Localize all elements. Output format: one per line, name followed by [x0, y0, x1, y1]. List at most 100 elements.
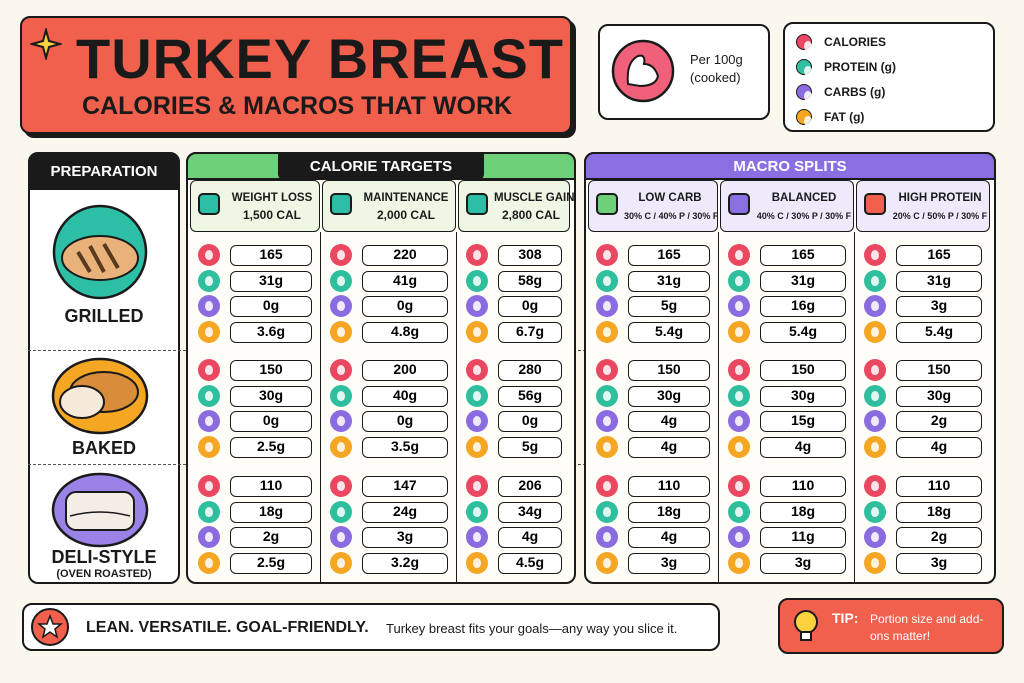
metric-icon: [596, 295, 618, 317]
metric-icon: [596, 320, 618, 343]
metric-value: 0g: [230, 296, 312, 317]
metric-icon: [864, 526, 886, 548]
metric-icon: [198, 295, 220, 317]
metric-value: 18g: [760, 501, 846, 523]
footer-text: Turkey breast fits your goals—any way yo…: [386, 621, 678, 636]
metric-icon: [596, 551, 618, 574]
preparation-header-bg: [28, 152, 180, 190]
metric-icon: [864, 551, 886, 574]
footer-slogan: LEAN. VERSATILE. GOAL-FRIENDLY.: [86, 619, 369, 636]
metric-value: 0g: [498, 296, 562, 317]
metric-icon: [728, 359, 750, 381]
preparation-label: GRILLED: [64, 306, 144, 326]
legend-swatch: [796, 84, 812, 101]
baked-image: [51, 357, 149, 435]
column-name: BALANCED: [771, 192, 837, 204]
metric-value: 5.4g: [760, 321, 846, 343]
bulb-icon: [794, 610, 818, 641]
metric-value: 4g: [498, 527, 562, 548]
column-detail: 1,500 CAL: [242, 208, 302, 222]
metric-value: 31g: [896, 270, 982, 292]
metric-icon: [728, 320, 750, 343]
tip-text: Portion size and add-ons matter!: [870, 612, 984, 643]
metric-icon: [466, 244, 488, 266]
metric-value: 2g: [896, 527, 982, 548]
metric-icon: [596, 269, 618, 292]
metric-value: 4.8g: [362, 321, 448, 343]
column-name: MAINTENANCE: [363, 192, 449, 204]
metric-value: 4g: [628, 436, 710, 458]
metric-icon: [864, 410, 886, 432]
group-title: MACRO SPLITS: [733, 158, 847, 175]
metric-icon: [198, 359, 220, 381]
metric-value: 4g: [628, 527, 710, 548]
metric-value: 4.5g: [498, 552, 562, 574]
metric-value: 0g: [362, 411, 448, 432]
legend-swatch: [796, 34, 812, 51]
metric-value: 4g: [896, 436, 982, 458]
metric-value: 150: [896, 360, 982, 381]
legend-label: FAT (g): [824, 110, 865, 124]
metric-icon: [596, 435, 618, 458]
metric-value: 165: [628, 245, 710, 266]
metric-icon: [198, 551, 220, 574]
metric-value: 30g: [628, 385, 710, 407]
metric-icon: [198, 244, 220, 266]
metric-value: 2g: [230, 527, 312, 548]
metric-value: 18g: [628, 501, 710, 523]
metric-icon: [596, 500, 618, 523]
metric-icon: [864, 320, 886, 343]
metric-icon: [864, 359, 886, 381]
metric-value: 41g: [362, 270, 448, 292]
legend-swatch: [796, 59, 812, 76]
metric-value: 165: [760, 245, 846, 266]
deli-image: [51, 472, 149, 548]
metric-value: 0g: [230, 411, 312, 432]
grilled-image: [52, 204, 148, 300]
column-header: [720, 180, 854, 232]
column-divider: [718, 232, 719, 582]
metric-icon: [864, 500, 886, 523]
metric-icon: [330, 410, 352, 432]
metric-icon: [728, 551, 750, 574]
metric-value: 2.5g: [230, 436, 312, 458]
metric-value: 31g: [760, 270, 846, 292]
metric-icon: [864, 269, 886, 292]
column-detail: 40% C / 30% P / 30% F: [756, 211, 852, 221]
column-icon: [596, 193, 618, 215]
preparation-header: PREPARATION: [50, 163, 158, 180]
metric-value: 56g: [498, 385, 562, 407]
metric-icon: [198, 475, 220, 497]
column-divider: [854, 232, 855, 582]
legend-swatch: [796, 109, 812, 126]
tip-label: TIP:: [832, 610, 859, 626]
metric-value: 30g: [896, 385, 982, 407]
metric-icon: [330, 435, 352, 458]
metric-icon: [198, 410, 220, 432]
metric-icon: [466, 500, 488, 523]
metric-icon: [198, 269, 220, 292]
metric-icon: [466, 384, 488, 407]
metric-value: 5.4g: [628, 321, 710, 343]
group-header-bg: [584, 152, 996, 180]
metric-icon: [466, 526, 488, 548]
metric-value: 206: [498, 476, 562, 497]
metric-value: 34g: [498, 501, 562, 523]
metric-icon: [596, 526, 618, 548]
metric-icon: [330, 269, 352, 292]
column-detail: 30% C / 40% P / 30% F: [624, 211, 719, 221]
metric-icon: [198, 384, 220, 407]
metric-value: 0g: [498, 411, 562, 432]
metric-value: 200: [362, 360, 448, 381]
metric-icon: [330, 500, 352, 523]
metric-icon: [466, 269, 488, 292]
column-icon: [864, 193, 886, 215]
metric-value: 3g: [896, 552, 982, 574]
metric-value: 110: [628, 476, 710, 497]
footer-panel: [22, 603, 720, 651]
metric-value: 110: [760, 476, 846, 497]
metric-icon: [466, 359, 488, 381]
metric-value: 165: [896, 245, 982, 266]
header-panel: [20, 16, 572, 134]
